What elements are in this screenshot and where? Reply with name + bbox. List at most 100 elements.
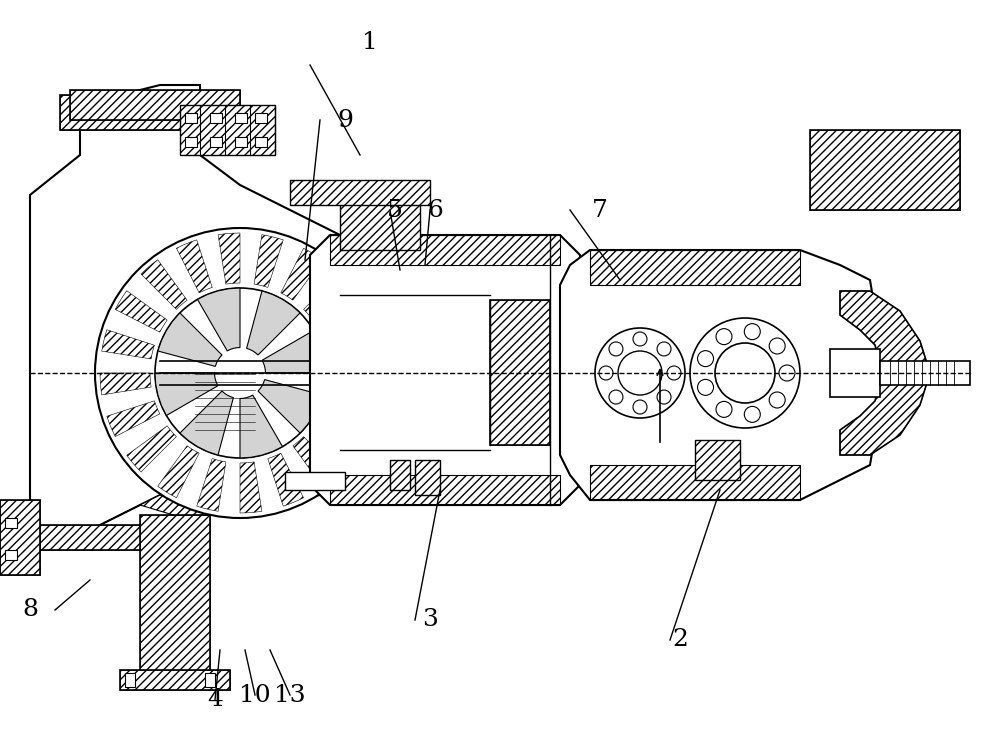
- Bar: [125, 673, 135, 687]
- Bar: [70, 90, 240, 120]
- Circle shape: [698, 379, 714, 396]
- Bar: [0, 500, 40, 575]
- Circle shape: [609, 342, 623, 356]
- Polygon shape: [313, 414, 365, 455]
- Text: 3: 3: [422, 609, 438, 632]
- Bar: [210, 113, 222, 123]
- Bar: [70, 90, 240, 120]
- Bar: [330, 235, 560, 265]
- Circle shape: [599, 366, 613, 380]
- Bar: [60, 95, 220, 130]
- Bar: [340, 200, 420, 250]
- Bar: [0, 525, 155, 550]
- Circle shape: [744, 406, 760, 422]
- Polygon shape: [326, 387, 378, 416]
- Text: 5: 5: [387, 198, 403, 221]
- Bar: [590, 465, 800, 500]
- Bar: [0, 500, 40, 575]
- Bar: [590, 250, 800, 285]
- Bar: [810, 130, 960, 210]
- Bar: [390, 460, 410, 490]
- Text: 8: 8: [22, 598, 38, 621]
- Polygon shape: [281, 248, 322, 300]
- Polygon shape: [155, 373, 218, 416]
- Text: 2: 2: [672, 629, 688, 651]
- Polygon shape: [247, 291, 300, 355]
- Polygon shape: [293, 437, 339, 486]
- Bar: [255, 137, 267, 147]
- Text: 9: 9: [337, 109, 353, 132]
- Polygon shape: [240, 462, 262, 513]
- Polygon shape: [158, 313, 222, 367]
- Bar: [185, 113, 197, 123]
- Bar: [120, 670, 230, 690]
- Circle shape: [716, 402, 732, 417]
- Bar: [235, 113, 247, 123]
- Circle shape: [618, 351, 662, 395]
- Text: 7: 7: [592, 198, 608, 221]
- Circle shape: [690, 318, 800, 428]
- Bar: [290, 180, 430, 205]
- Bar: [60, 95, 220, 130]
- Bar: [695, 440, 740, 480]
- Polygon shape: [560, 250, 910, 500]
- Polygon shape: [30, 85, 380, 545]
- Circle shape: [667, 366, 681, 380]
- Polygon shape: [310, 235, 580, 505]
- Polygon shape: [240, 395, 283, 458]
- Text: 4: 4: [207, 688, 223, 711]
- Bar: [695, 440, 740, 480]
- Bar: [160, 361, 870, 385]
- Polygon shape: [320, 309, 373, 345]
- Bar: [290, 180, 430, 205]
- Bar: [330, 475, 560, 505]
- Text: 10: 10: [239, 683, 271, 706]
- Text: 1: 1: [362, 31, 378, 54]
- Polygon shape: [198, 288, 240, 351]
- Bar: [285, 472, 345, 490]
- Bar: [390, 460, 410, 490]
- Bar: [255, 113, 267, 123]
- Circle shape: [633, 400, 647, 414]
- Polygon shape: [127, 426, 176, 472]
- Bar: [415, 460, 440, 495]
- Bar: [185, 137, 197, 147]
- Circle shape: [769, 392, 785, 408]
- Polygon shape: [115, 291, 167, 332]
- Circle shape: [155, 288, 325, 458]
- Polygon shape: [102, 330, 154, 359]
- Polygon shape: [158, 446, 199, 498]
- Text: 13: 13: [274, 683, 306, 706]
- Polygon shape: [258, 380, 322, 433]
- Bar: [180, 105, 275, 155]
- Circle shape: [744, 323, 760, 340]
- Bar: [120, 670, 230, 690]
- Polygon shape: [141, 260, 187, 309]
- Circle shape: [633, 332, 647, 346]
- Polygon shape: [107, 401, 160, 437]
- Polygon shape: [197, 459, 226, 511]
- Bar: [235, 137, 247, 147]
- Polygon shape: [100, 373, 151, 395]
- Circle shape: [95, 228, 385, 518]
- Bar: [0, 525, 155, 550]
- Bar: [490, 300, 550, 445]
- Bar: [5, 550, 17, 560]
- Bar: [490, 300, 550, 445]
- Polygon shape: [176, 240, 212, 293]
- Polygon shape: [180, 391, 233, 455]
- Polygon shape: [329, 351, 380, 373]
- Bar: [210, 137, 222, 147]
- Bar: [810, 130, 960, 210]
- Bar: [5, 518, 17, 528]
- Polygon shape: [25, 495, 260, 550]
- Polygon shape: [218, 233, 240, 284]
- Bar: [830, 349, 880, 397]
- Circle shape: [657, 342, 671, 356]
- Circle shape: [657, 390, 671, 404]
- Bar: [140, 515, 210, 685]
- Circle shape: [779, 365, 795, 381]
- Bar: [205, 673, 215, 687]
- Bar: [880, 361, 970, 385]
- Polygon shape: [840, 291, 930, 455]
